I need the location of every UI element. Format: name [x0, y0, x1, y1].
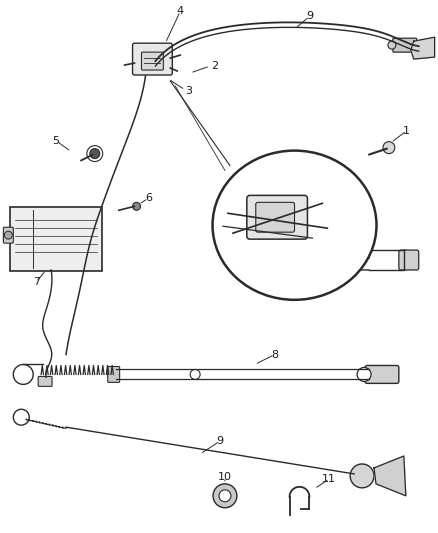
FancyBboxPatch shape [393, 38, 417, 52]
FancyBboxPatch shape [399, 250, 419, 270]
Text: 5: 5 [53, 136, 60, 146]
Circle shape [213, 484, 237, 508]
Text: 3: 3 [185, 86, 192, 96]
FancyBboxPatch shape [11, 207, 102, 271]
FancyBboxPatch shape [4, 227, 13, 243]
Ellipse shape [212, 151, 377, 300]
Text: 4: 4 [177, 6, 184, 17]
Circle shape [264, 262, 276, 274]
Circle shape [190, 369, 200, 379]
Text: 9: 9 [216, 436, 223, 446]
Circle shape [219, 490, 231, 502]
Circle shape [13, 409, 29, 425]
Polygon shape [411, 37, 434, 59]
Text: 8: 8 [271, 350, 278, 360]
Circle shape [383, 142, 395, 154]
Text: 1: 1 [403, 126, 410, 136]
FancyBboxPatch shape [133, 43, 172, 75]
Circle shape [4, 231, 12, 239]
Text: 2: 2 [212, 61, 219, 71]
Text: 6: 6 [145, 193, 152, 204]
Circle shape [357, 367, 371, 382]
Text: 7: 7 [32, 277, 40, 287]
FancyBboxPatch shape [108, 367, 120, 382]
Text: 10: 10 [218, 472, 232, 482]
Circle shape [300, 253, 319, 273]
Circle shape [388, 41, 396, 49]
FancyBboxPatch shape [247, 196, 307, 239]
FancyBboxPatch shape [365, 366, 399, 383]
Circle shape [90, 149, 100, 158]
Circle shape [350, 464, 374, 488]
Text: 11: 11 [322, 474, 336, 484]
FancyBboxPatch shape [38, 376, 52, 386]
FancyBboxPatch shape [141, 52, 163, 70]
FancyBboxPatch shape [256, 203, 294, 232]
Polygon shape [374, 456, 406, 496]
Text: 9: 9 [306, 11, 313, 21]
Circle shape [133, 203, 141, 211]
